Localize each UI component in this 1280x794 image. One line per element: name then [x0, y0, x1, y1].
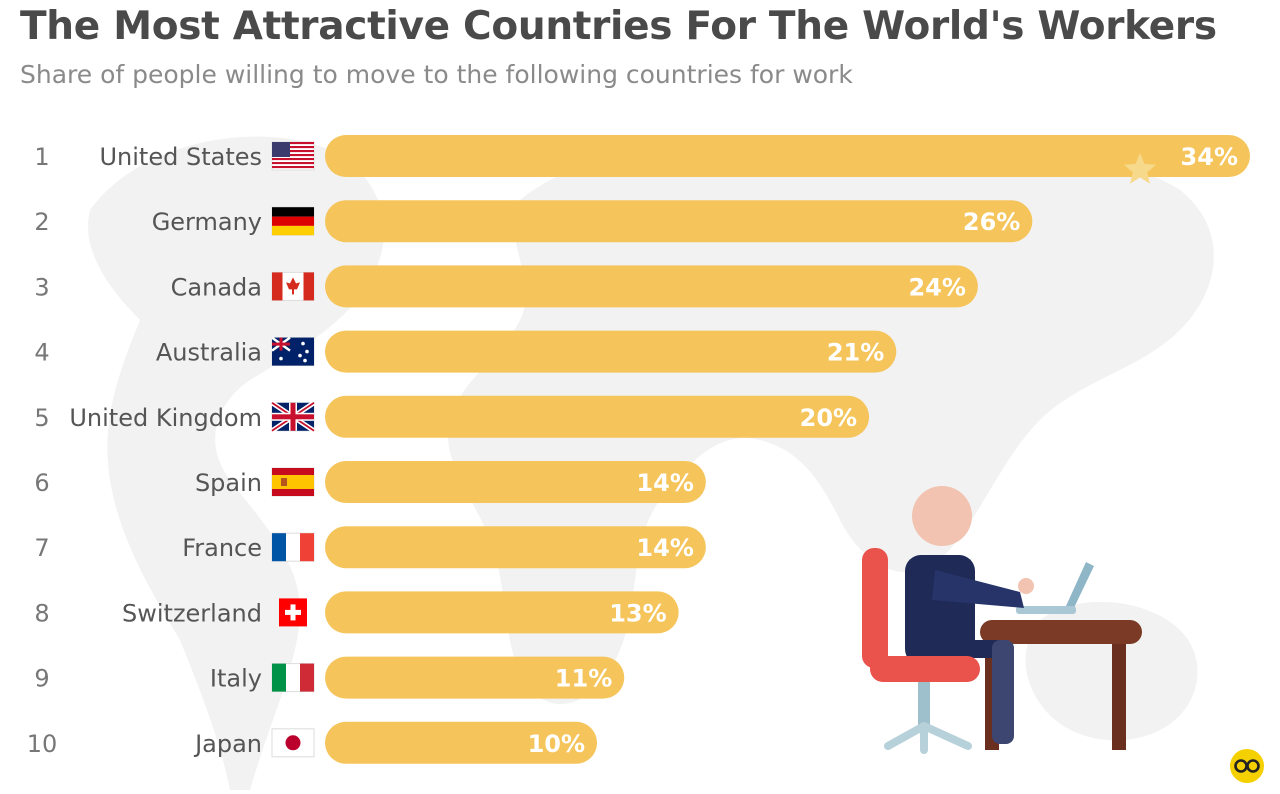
bar [325, 330, 897, 373]
rank-label: 8 [34, 599, 49, 627]
bar [325, 591, 679, 634]
country-label: Germany [152, 208, 262, 236]
country-label: Switzerland [122, 599, 262, 627]
es-flag-icon [271, 467, 315, 497]
us-flag-icon [271, 141, 315, 171]
bar-row: 1 United States 34% [34, 135, 1250, 184]
bar-row: 5 United Kingdom 20% [34, 395, 870, 438]
value-label: 10% [528, 730, 585, 758]
rank-label: 3 [34, 273, 49, 301]
bar [325, 461, 706, 503]
statista-logo-icon [1230, 749, 1264, 783]
rank-label: 1 [34, 143, 49, 171]
worker-illustration [862, 486, 1142, 754]
country-label: Australia [156, 339, 262, 367]
chart-subtitle: Share of people willing to move to the f… [20, 60, 853, 89]
de-flag-icon [271, 206, 315, 236]
value-label: 20% [800, 404, 857, 432]
bar-row: 10 Japan 10% [27, 721, 598, 764]
ch-flag-icon [279, 598, 307, 627]
value-label: 34% [1181, 143, 1238, 171]
jp-flag-icon [271, 728, 315, 758]
bar [325, 526, 706, 569]
chart-title: The Most Attractive Countries For The Wo… [20, 4, 1217, 49]
country-label: France [182, 534, 262, 562]
bar [325, 135, 1250, 177]
value-label: 21% [827, 339, 884, 367]
bar [325, 200, 1033, 243]
rank-label: 5 [34, 404, 49, 432]
ca-flag-icon [271, 271, 315, 301]
bar-rows: 1 United States 34% 2 Germany 26% 3 Canada 24% 4 A… [27, 135, 1250, 764]
country-label: Japan [193, 730, 262, 758]
value-label: 26% [963, 208, 1020, 236]
rank-label: 2 [34, 208, 49, 236]
value-label: 14% [636, 469, 693, 497]
bar [325, 721, 598, 764]
it-flag-icon [271, 663, 315, 693]
value-label: 24% [908, 273, 965, 301]
country-label: Spain [195, 469, 262, 497]
rank-label: 7 [34, 534, 49, 562]
bar [325, 395, 870, 438]
rank-label: 9 [34, 665, 49, 693]
value-label: 11% [555, 665, 612, 693]
country-label: United Kingdom [69, 404, 262, 432]
value-label: 14% [636, 534, 693, 562]
bar-row: 3 Canada 24% [34, 265, 978, 308]
country-label: Canada [171, 273, 262, 301]
star-icon [1123, 153, 1157, 184]
fr-flag-icon [271, 532, 315, 562]
value-label: 13% [609, 599, 666, 627]
rank-label: 6 [34, 469, 49, 497]
bar-row: 7 France 14% [34, 526, 706, 569]
bar-row: 8 Switzerland 13% [34, 591, 679, 634]
country-label: United States [99, 143, 262, 171]
country-label: Italy [210, 665, 262, 693]
bar-row: 9 Italy 11% [34, 656, 625, 699]
au-flag-icon [271, 336, 315, 367]
bar [325, 656, 625, 699]
bar [325, 265, 978, 308]
bar-row: 2 Germany 26% [34, 200, 1033, 243]
rank-label: 10 [27, 730, 58, 758]
bar-row: 6 Spain 14% [34, 461, 706, 503]
gb-flag-icon [270, 400, 316, 433]
rank-label: 4 [34, 339, 49, 367]
bar-row: 4 Australia 21% [34, 330, 897, 373]
